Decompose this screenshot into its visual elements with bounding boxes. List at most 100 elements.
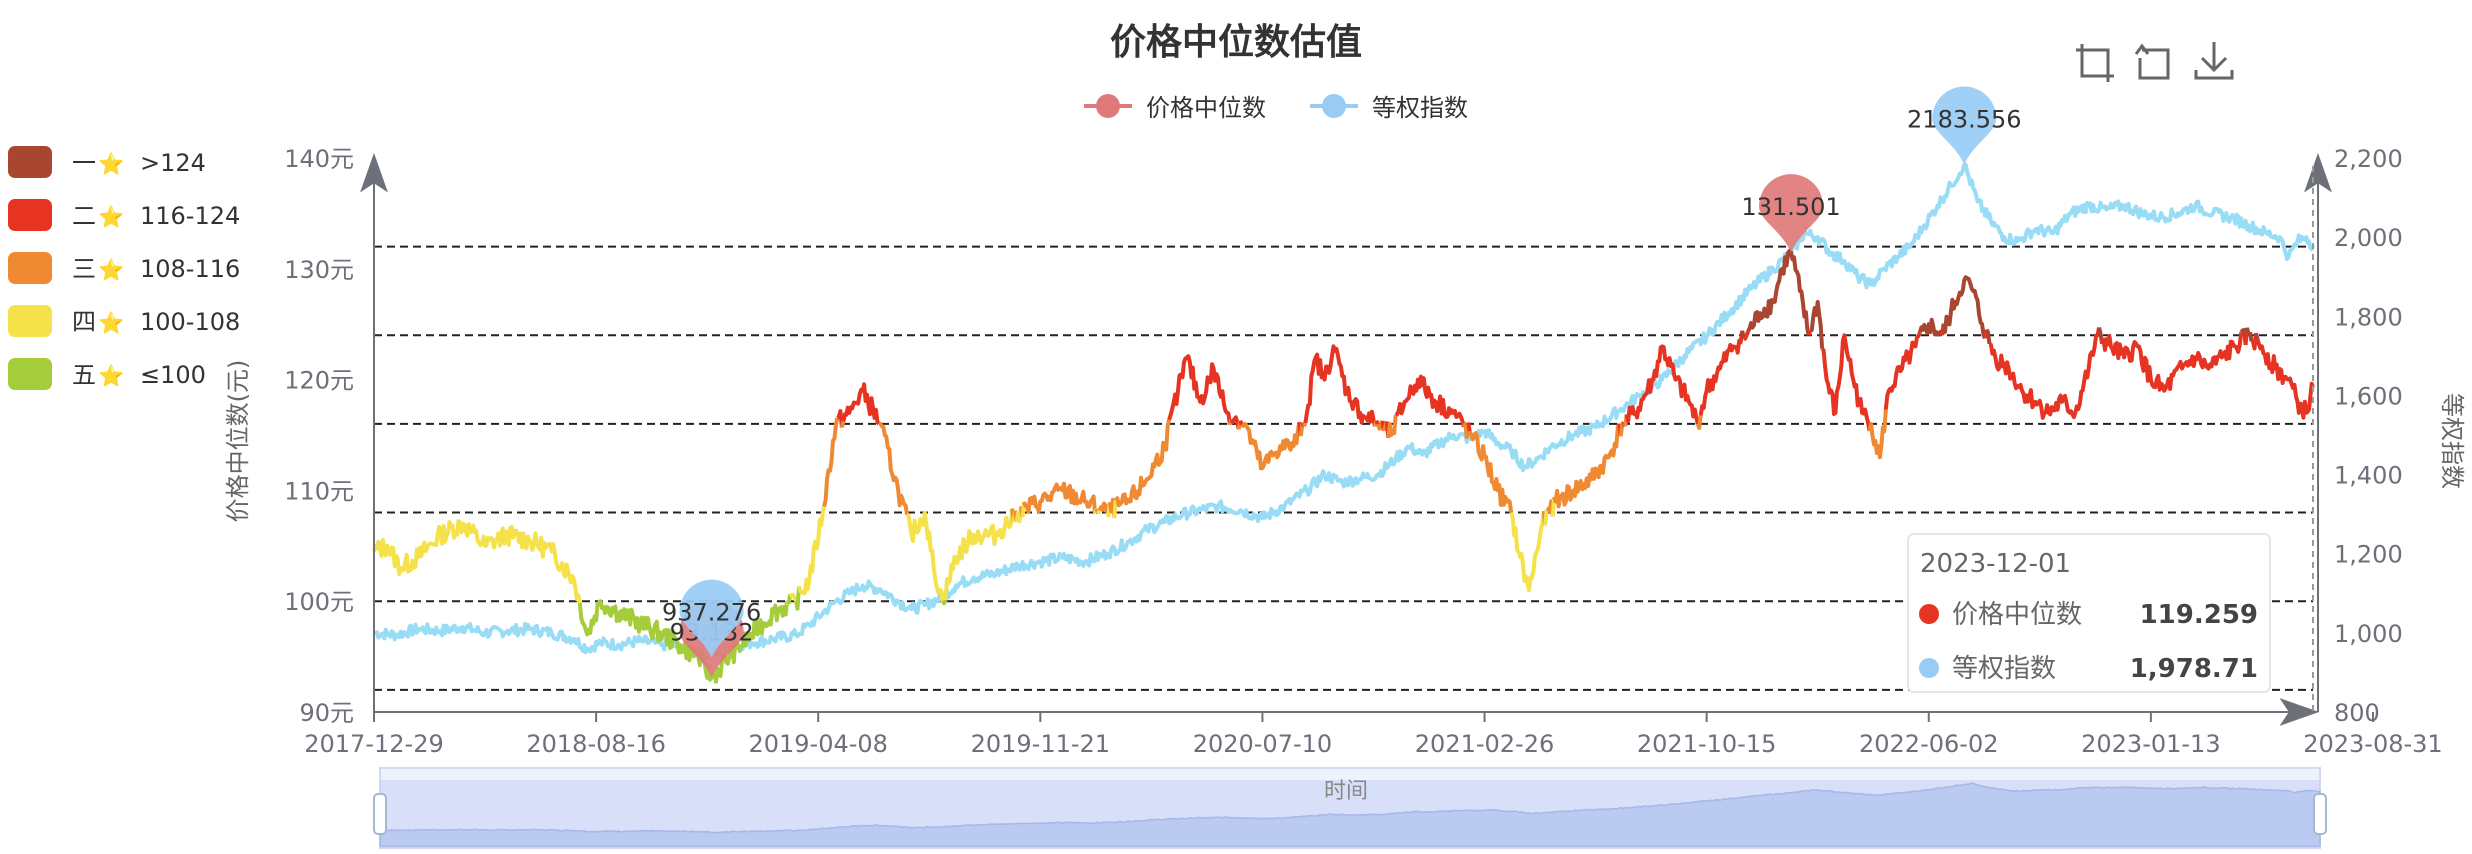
- toolbar: [2076, 42, 2234, 82]
- y-axis-right-tick-label: 1,400: [2334, 462, 2403, 490]
- y-axis-right-tick-label: 1,000: [2334, 620, 2403, 648]
- series-line-price-median: [1809, 300, 1825, 349]
- y-axis-right-tick-label: 2,000: [2334, 224, 2403, 252]
- series-line-price-median: [1552, 423, 1622, 509]
- datazoom-handle-right[interactable]: [2313, 793, 2327, 835]
- visual-map-item[interactable]: 二 ⭐ 116-124: [8, 199, 240, 231]
- x-axis-ticks: 2017-12-29 2018-08-16 2019-04-08 2019-11-21…: [304, 712, 2443, 758]
- x-axis-tick-label: 2020-07-10: [1193, 730, 1332, 758]
- series-line-price-median: [1466, 422, 1472, 432]
- series-line-price-median: [1386, 414, 1398, 439]
- series-line-price-median: [1509, 510, 1546, 593]
- tooltip-box: [1907, 533, 2271, 693]
- series-line-price-median: [1698, 330, 1745, 416]
- series-line-price-median: [788, 592, 798, 603]
- visual-map-range: >124: [140, 149, 206, 177]
- download-icon[interactable]: [2194, 42, 2234, 80]
- series-line-price-median: [1238, 419, 1244, 426]
- series-line-price-median: [1240, 421, 1302, 471]
- y-axis-left-tick-label: 140元: [284, 145, 354, 173]
- visual-map-level: 一: [72, 149, 96, 177]
- tooltip-dot: [1919, 658, 1939, 678]
- series-line-price-median: [2100, 332, 2244, 393]
- series-line-price-median: [839, 420, 846, 428]
- series-line-price-median: [1229, 415, 1241, 430]
- mark-pin-shape: [1932, 86, 1997, 165]
- visual-map-item[interactable]: 四 ⭐ 100-108: [8, 305, 240, 337]
- legend-item-price-median[interactable]: 价格中位数: [1084, 94, 1266, 122]
- legend-label: 价格中位数: [1146, 94, 1266, 122]
- mark-pin: 2183.556: [1907, 86, 2022, 165]
- visual-map-swatch: [8, 252, 52, 284]
- visual-map-level: 二: [72, 202, 96, 230]
- visual-map-item[interactable]: 一 ⭐ >124: [8, 146, 206, 178]
- series-line-price-median: [1820, 333, 1872, 432]
- zoom-reset-icon[interactable]: [2134, 43, 2170, 80]
- legend-item-equal-weight-index[interactable]: 等权指数: [1310, 94, 1468, 122]
- tooltip: 2023-12-01 价格中位数 119.259 等权指数 1,978.71: [1907, 533, 2271, 693]
- series-line-price-median: [836, 409, 844, 428]
- mark-pin: 937.276: [662, 579, 761, 658]
- series-line-price-median: [1917, 317, 1944, 337]
- visual-map-level: 三: [72, 255, 96, 283]
- series-line-price-median: [1941, 275, 1987, 340]
- x-axis-tick-label: 2017-12-29: [304, 730, 443, 758]
- y-axis-right-tick-label: 2,200: [2334, 145, 2403, 173]
- series-line-price-median: [1096, 509, 1102, 515]
- visual-map-level: 五: [72, 361, 96, 389]
- series-line-price-median: [2255, 338, 2315, 420]
- series-line-price-median: [940, 599, 948, 606]
- series-line-price-median: [794, 586, 801, 611]
- datazoom-slider[interactable]: 时间: [373, 767, 2327, 849]
- datazoom-handle-left[interactable]: [373, 793, 387, 835]
- tooltip-dot: [1919, 604, 1939, 624]
- visual-map-swatch: [8, 305, 52, 337]
- chart-title: 价格中位数估值: [1110, 22, 1362, 63]
- star-icon: ⭐: [98, 363, 124, 388]
- series-line-price-median: [2251, 333, 2258, 351]
- x-axis-tick-label: 2018-08-16: [526, 730, 665, 758]
- y-axis-left-tick-label: 90元: [299, 699, 354, 727]
- y-axis-left-tick-label: 130元: [284, 256, 354, 284]
- series-line-price-median: [1394, 374, 1466, 428]
- series-line-price-median: [1883, 331, 1922, 410]
- series-line-price-median: [1114, 419, 1172, 508]
- series-line-price-median: [1624, 344, 1700, 425]
- x-axis-tick-label: 2023-01-13: [2081, 730, 2220, 758]
- series-line-price-median: [1740, 330, 1746, 339]
- datazoom-label: 时间: [1324, 779, 1368, 804]
- zoom-icon[interactable]: [2076, 44, 2114, 82]
- visual-map-range: 100-108: [140, 308, 240, 336]
- tooltip-value: 1,978.71: [2130, 654, 2258, 684]
- y-axis-left-arrow: [360, 152, 388, 193]
- y-axis-left-ticks: 90元 100元 110元 120元 130元 140元: [284, 145, 354, 727]
- x-axis-tick-label: 2019-11-21: [971, 730, 1110, 758]
- datazoom-preview: [379, 782, 2321, 847]
- series-line-price-median: [1984, 328, 1992, 345]
- series-line-price-median: [372, 519, 582, 604]
- y-axis-left-tick-label: 120元: [284, 367, 354, 395]
- series-line-price-median: [943, 508, 1015, 601]
- series-line-price-median: [1374, 419, 1380, 425]
- series-line-price-median: [2254, 332, 2260, 340]
- star-icon: ⭐: [98, 151, 124, 176]
- series-line-price-median: [1988, 327, 2101, 420]
- visual-map-item[interactable]: 三 ⭐ 108-116: [8, 252, 240, 284]
- series-line-price-median: [2248, 331, 2254, 342]
- mark-pin-label: 937.276: [662, 599, 761, 627]
- star-icon: ⭐: [98, 257, 124, 282]
- visual-map-item[interactable]: 五 ⭐ ≤100: [8, 358, 206, 390]
- visual-map-range: 116-124: [140, 202, 240, 230]
- series-line-price-median: [577, 599, 790, 684]
- series-line-price-median: [1467, 430, 1514, 513]
- series-line-price-median: [1543, 508, 1549, 526]
- mark-pin-shape: [1759, 174, 1824, 253]
- x-axis-tick-label: 2023-08-31: [2303, 730, 2442, 758]
- series-line-price-median: [1695, 415, 1703, 430]
- y-axis-right-label: 等权指数: [2438, 393, 2466, 489]
- x-axis-tick-label: 2019-04-08: [748, 730, 887, 758]
